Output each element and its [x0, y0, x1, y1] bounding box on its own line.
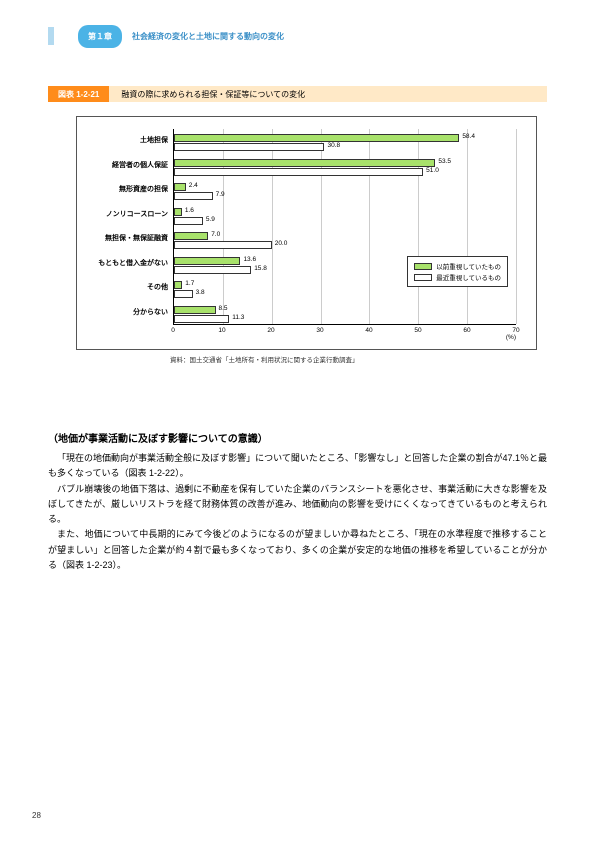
category-label: 経営者の個人保証: [84, 160, 174, 170]
value-recent: 5.9: [206, 216, 215, 223]
x-tick: 0: [171, 327, 175, 334]
header-accent: [48, 27, 54, 45]
value-recent: 20.0: [275, 240, 288, 247]
value-prev: 53.5: [438, 158, 451, 165]
value-prev: 7.0: [211, 231, 220, 238]
bar-recent: [174, 168, 423, 176]
x-tick: 10: [218, 327, 225, 334]
category-label: もともと借入金がない: [84, 258, 174, 268]
bar-recent: [174, 241, 272, 249]
chapter-tab: 第１章: [78, 25, 122, 48]
value-prev: 13.6: [243, 256, 256, 263]
figure-header: 図表 1-2-21 融資の際に求められる担保・保証等についての変化: [48, 86, 547, 102]
body-text: 「現在の地価動向が事業活動全般に及ぼす影響」について聞いたところ、「影響なし」と…: [48, 451, 547, 573]
value-prev: 58.4: [462, 133, 475, 140]
bar-prev: [174, 257, 240, 265]
bar-recent: [174, 290, 193, 298]
value-prev: 2.4: [189, 182, 198, 189]
bar-row: 経営者の個人保証53.551.0: [174, 158, 516, 180]
category-label: その他: [84, 282, 174, 292]
x-tick: 50: [414, 327, 421, 334]
page-header: 第１章 社会経済の変化と土地に関する動向の変化: [48, 24, 547, 48]
value-recent: 11.3: [232, 314, 244, 321]
body-paragraph: バブル崩壊後の地価下落は、過剰に不動産を保有していた企業のバランスシートを悪化さ…: [48, 482, 547, 528]
bar-row: ノンリコースローン1.65.9: [174, 207, 516, 229]
x-axis-unit: (%): [506, 334, 516, 341]
bar-recent: [174, 266, 251, 274]
value-recent: 30.8: [327, 142, 340, 149]
header-title: 社会経済の変化と土地に関する動向の変化: [132, 31, 284, 42]
chart-legend: 以前重視していたもの 最近重視しているもの: [407, 256, 508, 287]
legend-swatch-prev: [414, 263, 432, 270]
bar-row: 無形資産の担保2.47.9: [174, 182, 516, 204]
x-tick: 60: [463, 327, 470, 334]
bar-row: 無担保・無保証融資7.020.0: [174, 231, 516, 253]
body-section: （地価が事業活動に及ぼす影響についての意識） 「現在の地価動向が事業活動全般に及…: [48, 430, 547, 573]
value-prev: 1.6: [185, 207, 194, 214]
x-tick: 40: [365, 327, 372, 334]
body-paragraph: また、地価について中長期的にみて今後どのようになるのが望ましいか尋ねたところ、「…: [48, 527, 547, 573]
value-prev: 8.5: [219, 305, 228, 312]
bar-prev: [174, 134, 459, 142]
chart-source: 資料：国土交通省「土地所有・利用状況に関する企業行動調査」: [170, 354, 537, 364]
category-label: 分からない: [84, 307, 174, 317]
category-label: 土地担保: [84, 135, 174, 145]
chart: 土地担保 58.4 30.8 経営者の個人保証 53.5 51.0 無形資産の担保 2.4 7.…: [48, 110, 547, 370]
x-tick: 30: [316, 327, 323, 334]
legend-label-recent: 最近重視しているもの: [436, 272, 501, 282]
bar-prev: [174, 159, 435, 167]
bar-prev: [174, 232, 208, 240]
category-label: 無担保・無保証融資: [84, 233, 174, 243]
bar-recent: [174, 315, 229, 323]
bar-recent: [174, 143, 324, 151]
bar-recent: [174, 192, 213, 200]
x-tick: 20: [267, 327, 274, 334]
bar-row: 土地担保58.430.8: [174, 133, 516, 155]
bar-recent: [174, 217, 203, 225]
section-title: （地価が事業活動に及ぼす影響についての意識）: [48, 430, 547, 445]
bar-prev: [174, 183, 186, 191]
value-recent: 3.8: [196, 289, 205, 296]
body-paragraph: 「現在の地価動向が事業活動全般に及ぼす影響」について聞いたところ、「影響なし」と…: [48, 451, 547, 482]
bar-prev: [174, 208, 182, 216]
bar-prev: [174, 306, 216, 314]
figure-title: 融資の際に求められる担保・保証等についての変化: [109, 86, 547, 102]
figure-label: 図表 1-2-21: [48, 86, 109, 102]
category-label: 無形資産の担保: [84, 184, 174, 194]
value-recent: 15.8: [254, 265, 267, 272]
legend-label-prev: 以前重視していたもの: [436, 261, 501, 271]
bar-row: 分からない8.511.3: [174, 305, 516, 327]
category-label: ノンリコースローン: [84, 209, 174, 219]
value-recent: 51.0: [426, 167, 439, 174]
bar-prev: [174, 281, 182, 289]
value-prev: 1.7: [185, 280, 194, 287]
page-number: 28: [32, 811, 41, 820]
value-recent: 7.9: [216, 191, 225, 198]
legend-swatch-recent: [414, 274, 432, 281]
x-tick: 70: [512, 327, 519, 334]
